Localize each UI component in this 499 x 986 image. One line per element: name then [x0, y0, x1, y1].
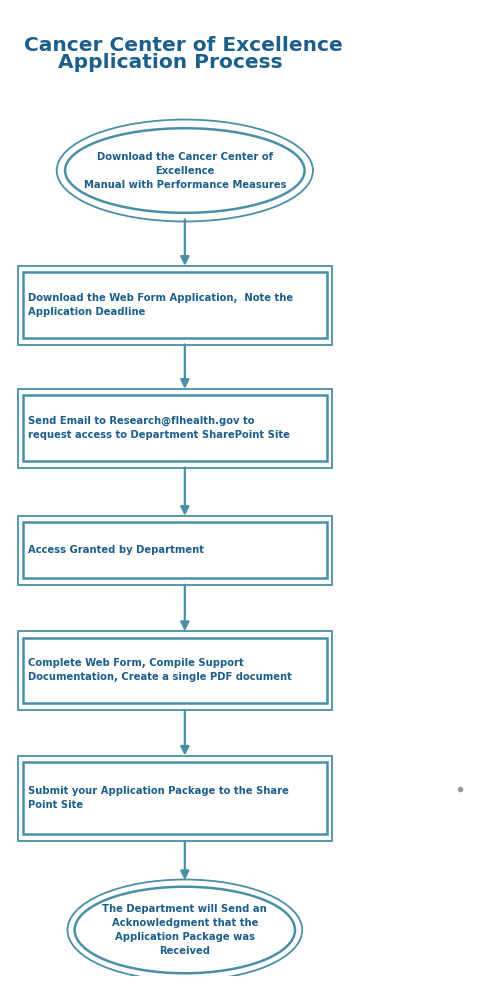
Text: Cancer Center of Excellence: Cancer Center of Excellence [24, 36, 343, 55]
Text: Application Process: Application Process [58, 53, 282, 72]
Text: Submit your Application Package to the Share
Point Site: Submit your Application Package to the S… [28, 786, 289, 810]
Text: Complete Web Form, Compile Support
Documentation, Create a single PDF document: Complete Web Form, Compile Support Docum… [28, 659, 292, 682]
Text: Access Granted by Department: Access Granted by Department [28, 545, 204, 555]
Text: Send Email to Research@flhealth.gov to
request access to Department SharePoint S: Send Email to Research@flhealth.gov to r… [28, 416, 290, 441]
Text: Download the Cancer Center of
Excellence
Manual with Performance Measures: Download the Cancer Center of Excellence… [83, 152, 286, 189]
Text: Download the Web Form Application,  Note the
Application Deadline: Download the Web Form Application, Note … [28, 293, 293, 317]
Text: The Department will Send an
Acknowledgment that the
Application Package was
Rece: The Department will Send an Acknowledgme… [102, 904, 267, 956]
